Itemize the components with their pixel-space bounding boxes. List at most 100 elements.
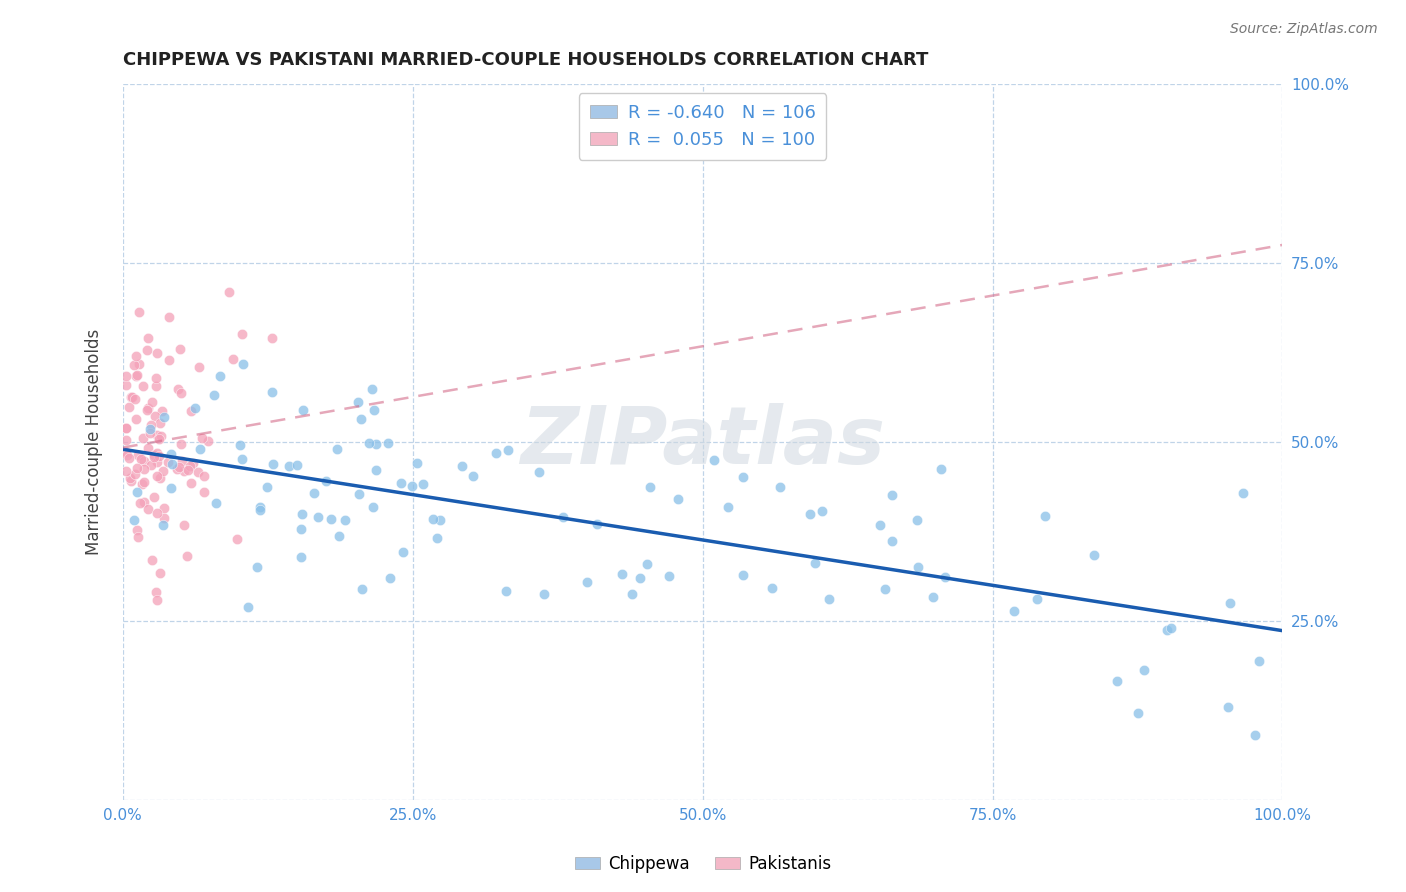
Point xyxy=(290,522,312,536)
Point xyxy=(260,385,283,400)
Point xyxy=(232,357,254,371)
Point xyxy=(378,571,401,585)
Point xyxy=(193,469,215,483)
Point xyxy=(115,420,138,434)
Point xyxy=(429,513,451,527)
Point xyxy=(205,496,228,510)
Point xyxy=(218,285,240,299)
Point xyxy=(169,343,191,357)
Point xyxy=(326,442,349,457)
Point xyxy=(636,557,658,571)
Point xyxy=(1232,486,1254,500)
Point xyxy=(115,368,138,383)
Point xyxy=(249,500,271,515)
Point xyxy=(658,568,681,582)
Point xyxy=(1033,508,1056,523)
Point xyxy=(125,461,148,475)
Point xyxy=(131,477,153,491)
Point xyxy=(146,446,169,460)
Point xyxy=(129,451,152,466)
Point xyxy=(291,402,314,417)
Point xyxy=(166,462,188,476)
Point xyxy=(145,379,167,393)
Point xyxy=(496,443,519,458)
Point xyxy=(703,452,725,467)
Point xyxy=(141,417,163,432)
Point xyxy=(115,464,138,478)
Point xyxy=(181,456,204,470)
Point xyxy=(146,506,169,520)
Point xyxy=(811,504,834,518)
Point xyxy=(169,459,191,474)
Point xyxy=(222,351,245,366)
Point xyxy=(157,455,180,469)
Point xyxy=(188,442,211,456)
Point xyxy=(352,582,374,597)
Point xyxy=(139,426,162,441)
Point xyxy=(118,400,141,414)
Point xyxy=(249,502,271,516)
Point xyxy=(152,464,174,478)
Point xyxy=(869,517,891,532)
Point xyxy=(132,475,155,489)
Point xyxy=(146,428,169,442)
Point xyxy=(931,462,953,476)
Point xyxy=(120,471,142,485)
Point xyxy=(127,448,149,462)
Point xyxy=(1126,706,1149,721)
Point xyxy=(115,421,138,435)
Point xyxy=(229,438,252,452)
Point xyxy=(290,550,312,565)
Point xyxy=(238,599,260,614)
Point xyxy=(922,590,945,604)
Point xyxy=(132,431,155,445)
Point xyxy=(231,326,253,341)
Point xyxy=(934,570,956,584)
Point xyxy=(761,582,783,596)
Point xyxy=(157,310,180,325)
Point xyxy=(128,357,150,371)
Point xyxy=(145,584,167,599)
Point xyxy=(127,485,149,500)
Point xyxy=(907,559,929,574)
Legend: R = -0.640   N = 106, R =  0.055   N = 100: R = -0.640 N = 106, R = 0.055 N = 100 xyxy=(579,93,827,160)
Point xyxy=(150,404,173,418)
Point xyxy=(125,412,148,426)
Point xyxy=(804,556,827,570)
Point xyxy=(136,502,159,516)
Point xyxy=(905,513,928,527)
Point xyxy=(132,379,155,393)
Point xyxy=(143,450,166,464)
Point xyxy=(769,480,792,494)
Point xyxy=(880,488,903,502)
Point xyxy=(170,386,193,401)
Point xyxy=(124,392,146,406)
Point xyxy=(159,481,181,495)
Point xyxy=(136,401,159,415)
Point xyxy=(1156,623,1178,637)
Point xyxy=(426,531,449,545)
Point xyxy=(392,545,415,559)
Point xyxy=(1025,591,1047,606)
Point xyxy=(451,459,474,474)
Point xyxy=(115,445,138,459)
Point xyxy=(141,394,163,409)
Point xyxy=(180,476,202,491)
Point xyxy=(527,465,550,479)
Point xyxy=(799,507,821,521)
Point xyxy=(638,480,661,494)
Point xyxy=(1133,663,1156,677)
Text: CHIPPEWA VS PAKISTANI MARRIED-COUPLE HOUSEHOLDS CORRELATION CHART: CHIPPEWA VS PAKISTANI MARRIED-COUPLE HOU… xyxy=(122,51,928,69)
Point xyxy=(152,511,174,525)
Point xyxy=(256,480,278,494)
Point xyxy=(149,416,172,430)
Point xyxy=(346,394,368,409)
Point xyxy=(717,500,740,514)
Point xyxy=(183,401,205,415)
Point xyxy=(139,422,162,436)
Point xyxy=(129,496,152,510)
Point xyxy=(412,476,434,491)
Point xyxy=(143,490,166,504)
Point xyxy=(202,388,225,402)
Point xyxy=(262,331,284,345)
